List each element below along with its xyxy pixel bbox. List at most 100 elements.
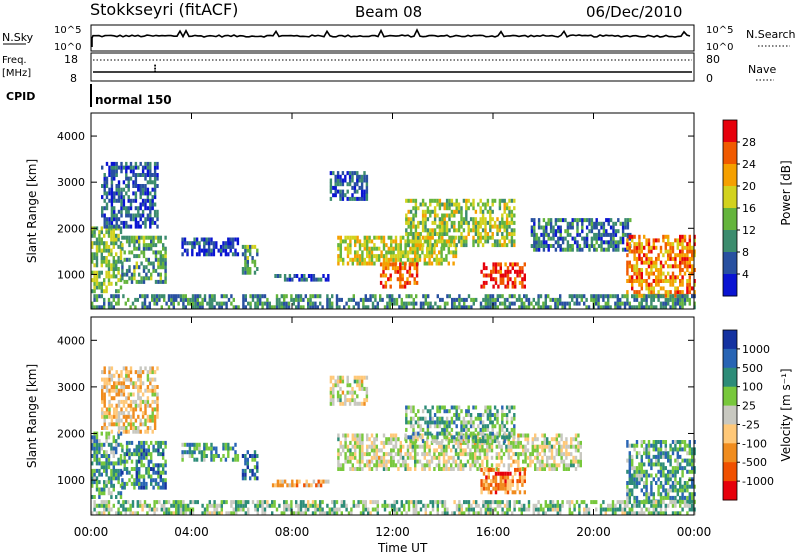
range-cell bbox=[103, 241, 106, 246]
range-cell bbox=[146, 161, 150, 166]
range-cell bbox=[246, 259, 249, 264]
range-cell bbox=[545, 225, 548, 230]
range-cell bbox=[681, 466, 684, 471]
range-cell bbox=[426, 440, 429, 445]
range-cell bbox=[424, 405, 427, 410]
range-cell bbox=[657, 488, 660, 493]
range-cell bbox=[220, 500, 223, 505]
range-cell bbox=[142, 239, 146, 244]
range-cell bbox=[681, 245, 684, 250]
range-cell bbox=[426, 239, 430, 244]
range-cell bbox=[351, 463, 354, 468]
range-cell bbox=[210, 237, 213, 242]
range-cell bbox=[283, 297, 286, 302]
range-cell bbox=[132, 198, 135, 203]
range-cell bbox=[667, 249, 670, 254]
range-cell bbox=[667, 495, 670, 500]
range-cell bbox=[353, 171, 357, 176]
range-cell bbox=[443, 239, 446, 244]
range-cell bbox=[113, 161, 116, 166]
range-cell bbox=[511, 490, 514, 495]
range-cell bbox=[496, 416, 499, 421]
range-cell bbox=[351, 398, 354, 403]
range-cell bbox=[405, 217, 408, 222]
range-cell bbox=[681, 492, 684, 497]
range-cell bbox=[657, 294, 660, 299]
range-cell bbox=[443, 424, 446, 429]
range-cell bbox=[100, 305, 103, 310]
range-cell bbox=[465, 198, 468, 203]
range-cell bbox=[686, 279, 689, 283]
range-cell bbox=[505, 427, 509, 432]
range-cell bbox=[688, 492, 691, 497]
range-cell bbox=[387, 250, 390, 255]
range-cell bbox=[246, 248, 249, 253]
range-cell bbox=[499, 262, 502, 267]
range-cell bbox=[351, 467, 354, 471]
range-cell bbox=[309, 301, 312, 306]
range-cell bbox=[348, 178, 352, 183]
range-cell bbox=[157, 470, 160, 475]
range-cell bbox=[509, 486, 512, 491]
range-cell bbox=[147, 470, 150, 475]
range-cell bbox=[474, 209, 478, 214]
range-cell bbox=[358, 452, 362, 457]
range-cell bbox=[364, 305, 367, 310]
range-cell bbox=[626, 481, 629, 485]
range-cell bbox=[101, 426, 104, 430]
range-cell bbox=[100, 281, 103, 286]
range-cell bbox=[464, 448, 467, 453]
range-cell bbox=[110, 176, 114, 181]
range-cell bbox=[346, 171, 349, 176]
range-cell bbox=[354, 257, 357, 262]
range-cell bbox=[122, 388, 126, 393]
range-cell bbox=[507, 455, 510, 460]
range-cell bbox=[349, 250, 352, 255]
range-cell bbox=[521, 482, 524, 487]
range-cell bbox=[499, 479, 502, 484]
range-cell bbox=[105, 431, 108, 436]
range-cell bbox=[494, 482, 498, 487]
range-cell bbox=[135, 239, 138, 244]
range-cell bbox=[492, 475, 495, 480]
range-cell bbox=[234, 442, 237, 447]
range-cell bbox=[454, 459, 458, 464]
range-cell bbox=[609, 305, 612, 310]
range-cell bbox=[117, 457, 120, 462]
range-cell bbox=[378, 448, 381, 453]
range-cell bbox=[593, 232, 596, 237]
range-cell bbox=[125, 470, 129, 475]
range-cell bbox=[129, 161, 133, 166]
range-cell bbox=[95, 259, 99, 264]
range-cell bbox=[91, 233, 94, 238]
range-cell bbox=[645, 477, 648, 482]
range-cell bbox=[353, 401, 357, 406]
range-cell bbox=[505, 416, 509, 421]
range-cell bbox=[504, 490, 507, 495]
range-cell bbox=[486, 413, 490, 417]
range-cell bbox=[140, 455, 143, 460]
range-cell bbox=[652, 447, 655, 452]
range-cell bbox=[467, 224, 470, 229]
range-cell bbox=[117, 373, 121, 378]
range-cell bbox=[487, 475, 490, 480]
range-cell bbox=[181, 454, 184, 458]
range-cell bbox=[101, 414, 104, 419]
range-cell bbox=[115, 450, 118, 455]
range-cell bbox=[152, 444, 155, 449]
range-cell bbox=[486, 198, 490, 203]
range-cell bbox=[409, 420, 413, 425]
range-cell bbox=[540, 232, 543, 237]
range-cell bbox=[390, 433, 393, 438]
range-cell bbox=[455, 228, 458, 233]
range-cell bbox=[691, 481, 694, 485]
range-cell bbox=[231, 241, 235, 246]
range-cell bbox=[479, 431, 482, 436]
range-cell bbox=[385, 467, 388, 471]
range-cell bbox=[681, 440, 684, 444]
range-cell bbox=[691, 264, 694, 269]
range-cell bbox=[139, 381, 142, 386]
range-cell bbox=[101, 206, 104, 211]
range-cell bbox=[336, 182, 340, 187]
range-cell bbox=[552, 244, 555, 248]
